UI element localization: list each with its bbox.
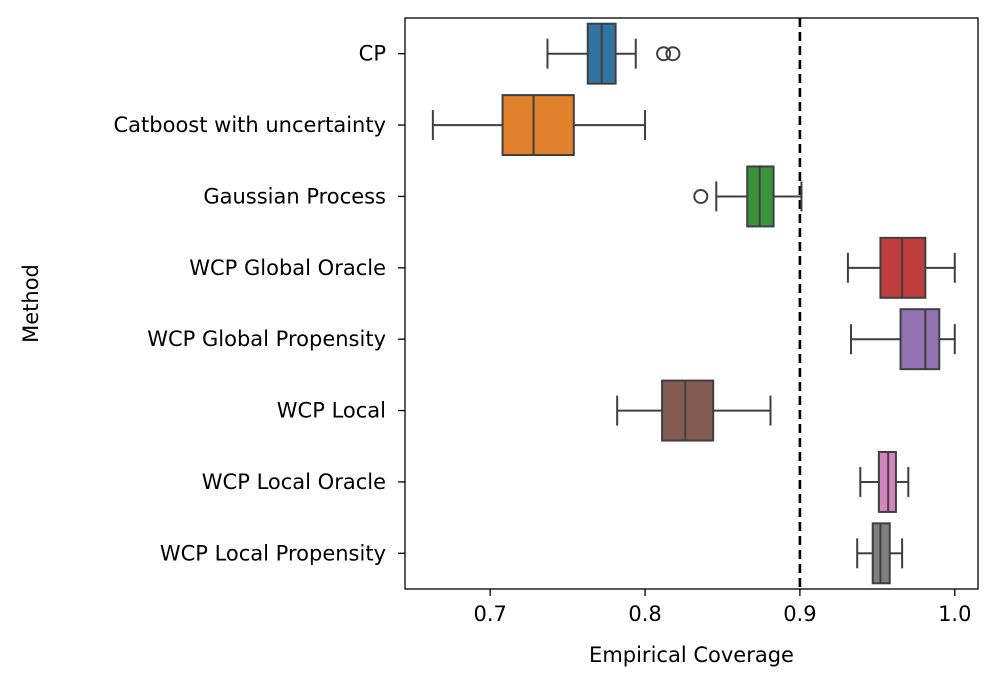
y-tick-label: Gaussian Process: [203, 184, 386, 208]
x-tick-label: 0.9: [783, 602, 816, 626]
box-group-6: [616, 379, 772, 442]
x-axis: 0.7 0.8 0.9 1.0: [473, 589, 971, 626]
x-tick-label: 0.7: [473, 602, 506, 626]
box-group-5: [850, 308, 956, 371]
box-group-4: [846, 236, 956, 299]
x-axis-title: Empirical Coverage: [589, 643, 794, 667]
y-tick-label: Catboost with uncertainty: [114, 113, 387, 137]
box: [899, 308, 941, 371]
box-group-7: [859, 450, 910, 513]
y-tick-label: WCP Local Oracle: [202, 470, 386, 494]
y-axis-title: Method: [19, 264, 43, 343]
boxes-layer: [431, 22, 956, 585]
box-group-8: [856, 522, 904, 585]
y-tick-label: WCP Global Propensity: [147, 327, 386, 351]
y-tick-label: WCP Local Propensity: [160, 541, 386, 565]
y-axis: CP Catboost with uncertainty Gaussian Proc…: [114, 42, 405, 565]
outlier-point: [693, 188, 709, 204]
box: [501, 94, 575, 157]
box-group-2: [431, 94, 647, 157]
outlier-point: [665, 46, 681, 62]
y-tick-label: WCP Global Oracle: [189, 256, 386, 280]
plot-frame: [404, 17, 979, 590]
box-group-1: [546, 22, 681, 85]
y-tick-label: CP: [359, 42, 386, 66]
x-tick-label: 1.0: [938, 602, 971, 626]
outlier-point: [656, 46, 672, 62]
box-group-3: [693, 165, 803, 228]
y-tick-label: WCP Local: [277, 399, 386, 423]
x-tick-label: 0.8: [628, 602, 661, 626]
box: [661, 379, 715, 442]
